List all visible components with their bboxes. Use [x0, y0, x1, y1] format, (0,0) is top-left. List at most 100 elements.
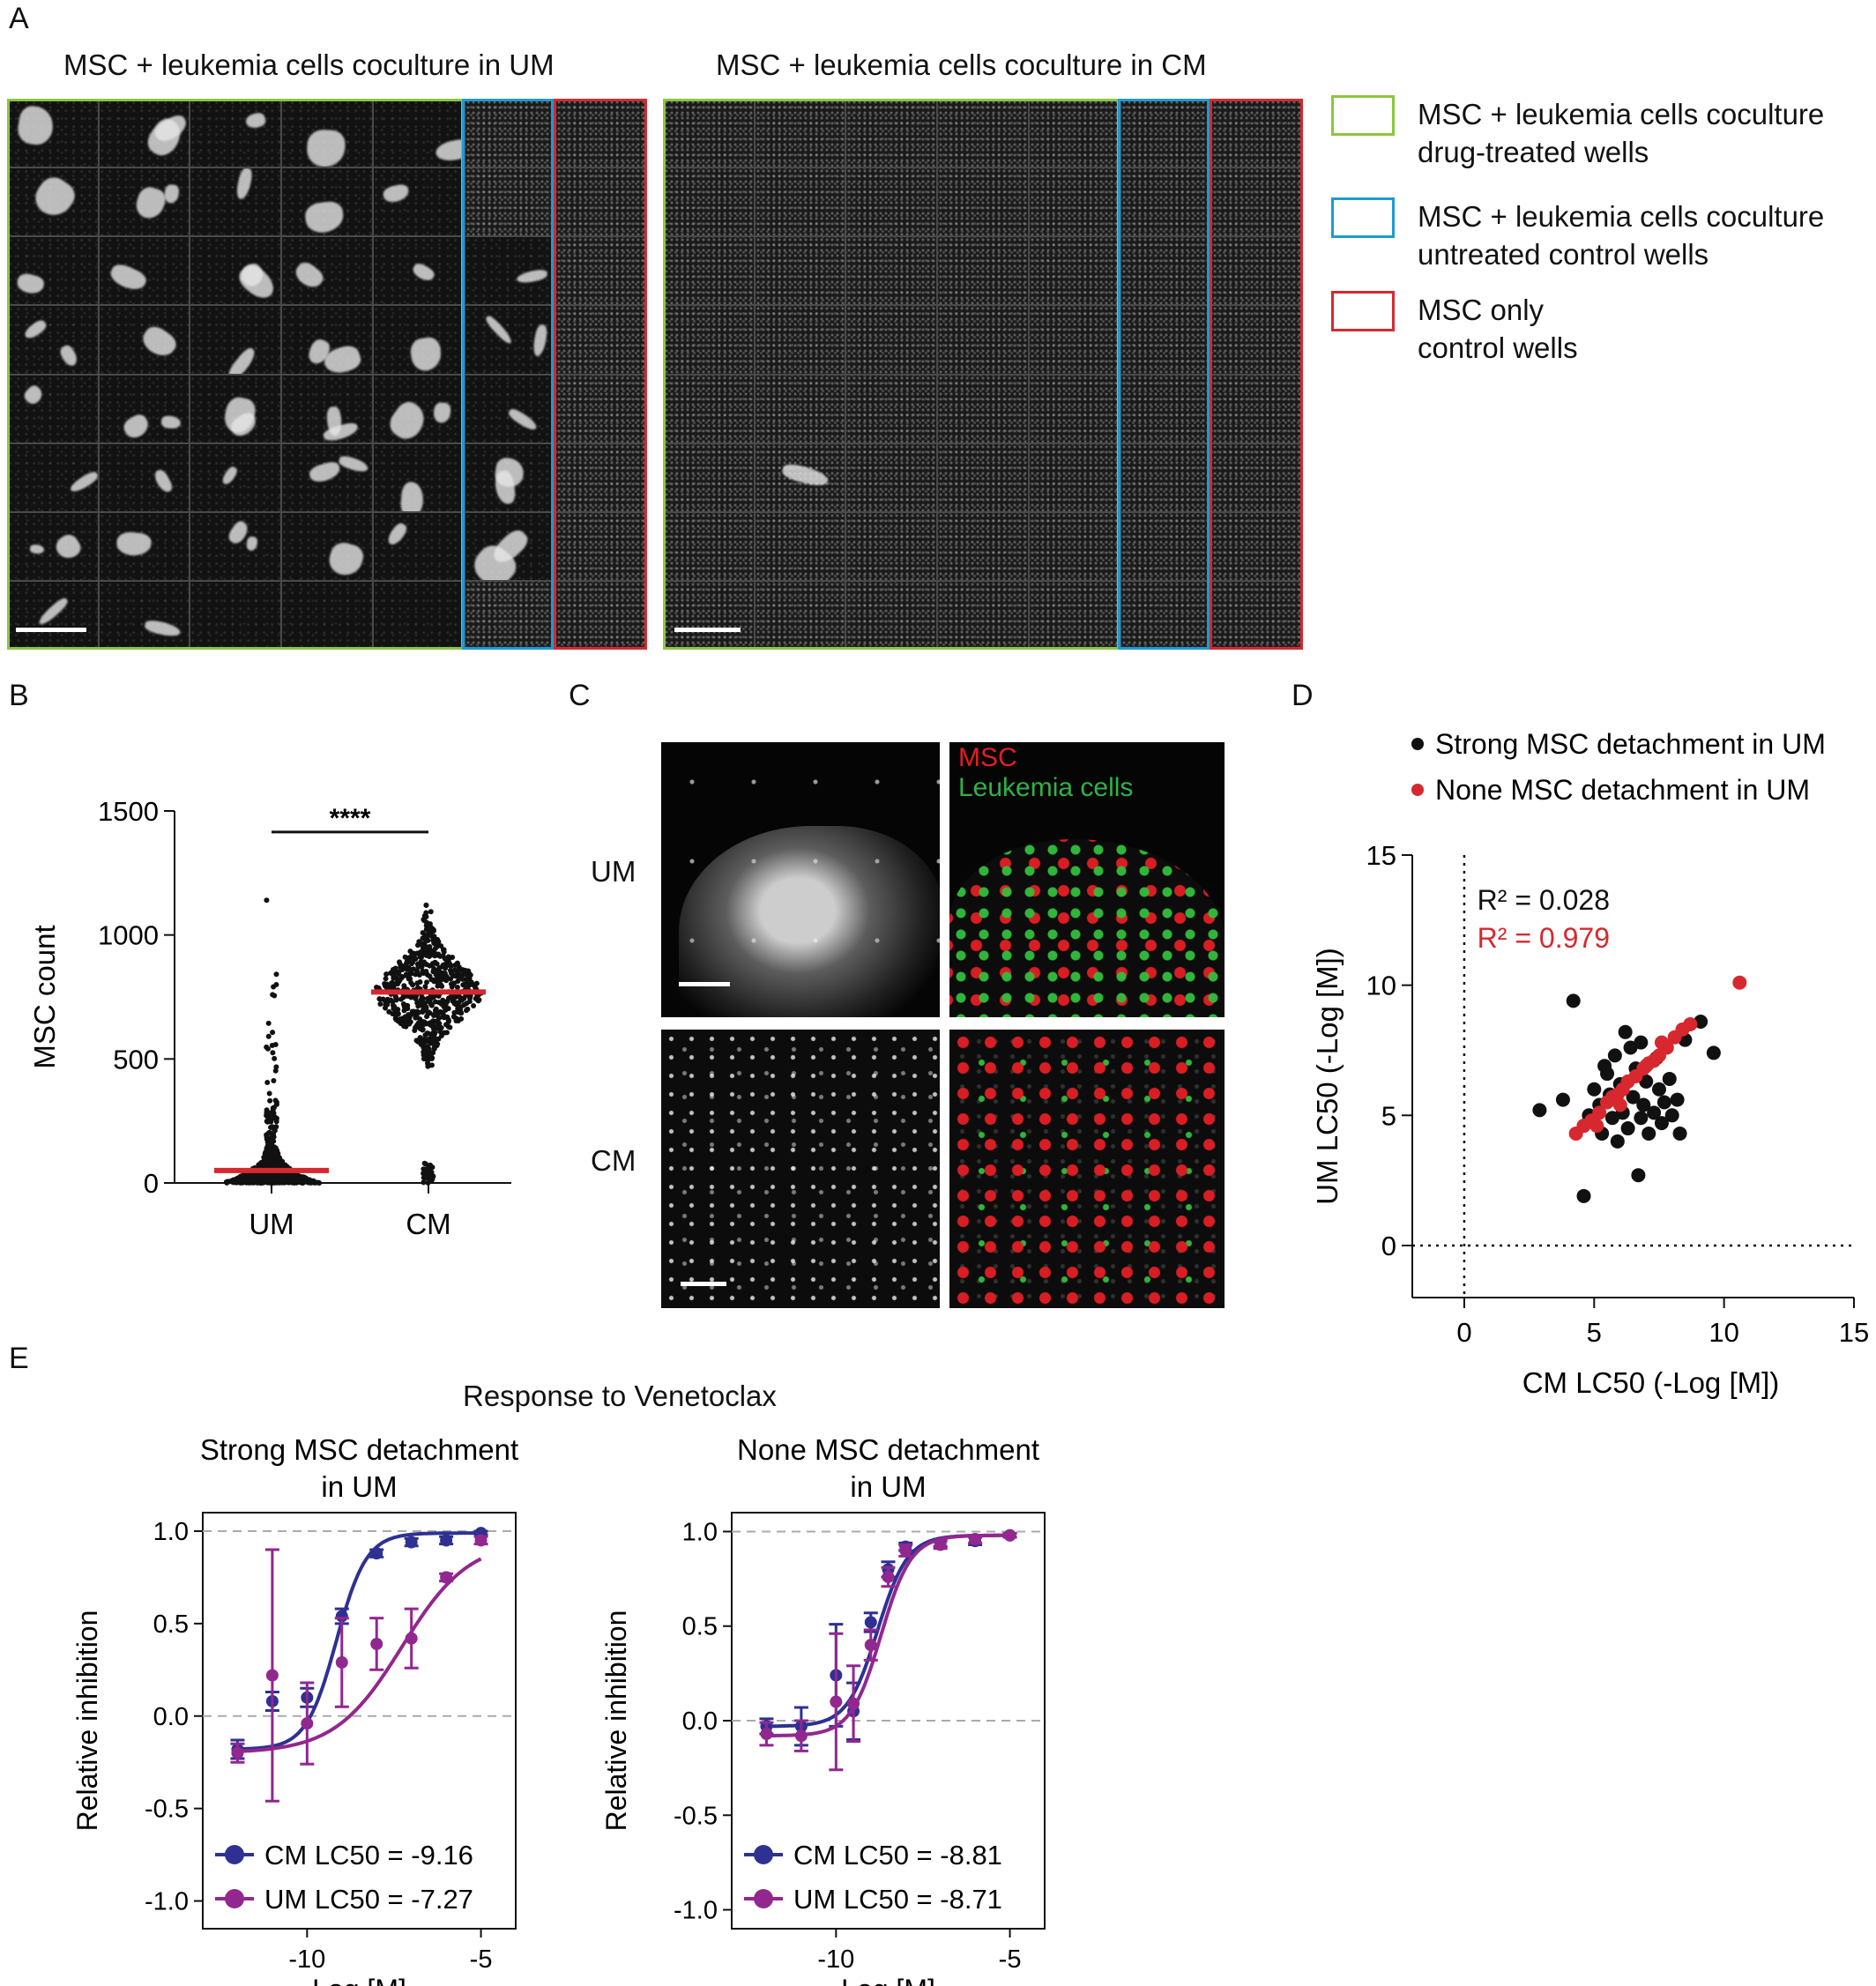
x-tick-label: -10 [817, 1945, 854, 1974]
data-point [440, 953, 446, 959]
data-point [279, 1173, 286, 1179]
data-point [423, 947, 429, 953]
well-image-tile [7, 236, 99, 306]
data-point [265, 1033, 272, 1039]
data-point [448, 971, 454, 977]
data-point [335, 1655, 348, 1669]
well-image-tile [555, 305, 647, 375]
data-point [416, 963, 422, 970]
y-tick-label: 0.0 [153, 1703, 189, 1731]
data-point [830, 1695, 843, 1708]
data-point [273, 1115, 279, 1121]
data-point [432, 999, 438, 1005]
data-point [266, 1129, 272, 1135]
well-image-tile [937, 99, 1029, 168]
data-point [398, 975, 405, 981]
data-point [449, 993, 455, 999]
y-axis-label: Relative inhibition [71, 1610, 103, 1832]
y-tick-label: 0.5 [682, 1613, 718, 1641]
legend-untreated-control: MSC + leukemia cells coculture untreated… [1331, 197, 1824, 273]
data-point [276, 1161, 282, 1167]
well-image-tile [281, 580, 373, 650]
data-point [413, 1038, 420, 1044]
data-point [240, 1177, 246, 1183]
data-point [413, 1023, 420, 1030]
data-point [443, 978, 450, 984]
data-point [437, 1029, 443, 1035]
data-point [899, 1543, 912, 1557]
data-point [433, 1023, 439, 1030]
cm-nuclei-image [661, 1030, 940, 1308]
um-cell-cluster [679, 826, 940, 1017]
data-point [395, 978, 401, 984]
data-point [422, 984, 428, 990]
well-image-tile [1211, 99, 1303, 168]
well-image-tile [372, 374, 465, 443]
well-image-tile [98, 99, 190, 168]
data-point [272, 993, 278, 999]
well-image-tile [937, 374, 1029, 443]
cm-scale-bar [674, 628, 741, 632]
legend-label: Strong MSC detachment in UM [1435, 728, 1826, 760]
y-tick-label: 500 [113, 1044, 159, 1075]
data-point [432, 945, 438, 951]
cm-untreated-control-frame [1118, 99, 1210, 650]
data-point [435, 1014, 441, 1020]
data-point [456, 993, 462, 1000]
x-tick-label: 0 [1456, 1317, 1471, 1348]
well-image-tile [281, 374, 373, 443]
data-point [424, 962, 430, 968]
data-point [794, 1729, 808, 1743]
data-point [427, 1174, 433, 1180]
data-point [270, 1124, 276, 1130]
data-point [405, 1536, 418, 1549]
data-point [271, 1134, 277, 1140]
data-point [272, 1127, 278, 1134]
data-point [443, 1007, 449, 1013]
data-point [441, 949, 447, 956]
well-image-tile [372, 580, 465, 650]
data-point [1607, 1048, 1622, 1063]
well-image-tile [281, 511, 373, 581]
data-point [422, 1007, 428, 1013]
data-point [438, 1001, 444, 1008]
data-point [443, 1022, 450, 1028]
well-image-tile [937, 167, 1029, 237]
well-image-tile [555, 167, 647, 237]
y-tick-label: 0.5 [153, 1610, 189, 1639]
data-point [273, 1064, 279, 1070]
data-point [474, 1534, 488, 1547]
um-scale-bar [16, 628, 86, 632]
data-point [426, 1036, 432, 1042]
data-point [1642, 1126, 1656, 1141]
data-point [299, 1179, 305, 1186]
data-point [1639, 1074, 1654, 1089]
data-point [425, 1179, 431, 1186]
well-image-tile [1211, 305, 1303, 375]
data-point [407, 948, 413, 955]
legend-marker [1411, 784, 1424, 796]
data-point [252, 1176, 258, 1182]
data-point [264, 1147, 271, 1153]
data-point [1592, 1105, 1607, 1120]
data-point [419, 994, 425, 1000]
data-point [392, 1015, 398, 1022]
data-point [448, 976, 454, 982]
data-point [272, 1055, 278, 1061]
data-point [413, 950, 420, 956]
data-point [421, 1000, 427, 1006]
data-point [312, 1179, 318, 1186]
data-point [389, 980, 395, 986]
data-point [426, 1046, 432, 1053]
um-untreated-control-frame [462, 99, 554, 650]
data-point [264, 1045, 271, 1052]
data-point [454, 984, 460, 990]
legend-marker [225, 1845, 244, 1864]
data-point [421, 1166, 427, 1172]
data-point [1654, 1035, 1669, 1050]
data-point [284, 1176, 290, 1182]
well-image-tile [555, 374, 647, 443]
well-image-tile [1211, 236, 1303, 306]
x-axis-label: Log [M] [841, 1974, 935, 1986]
data-point [265, 1020, 272, 1026]
